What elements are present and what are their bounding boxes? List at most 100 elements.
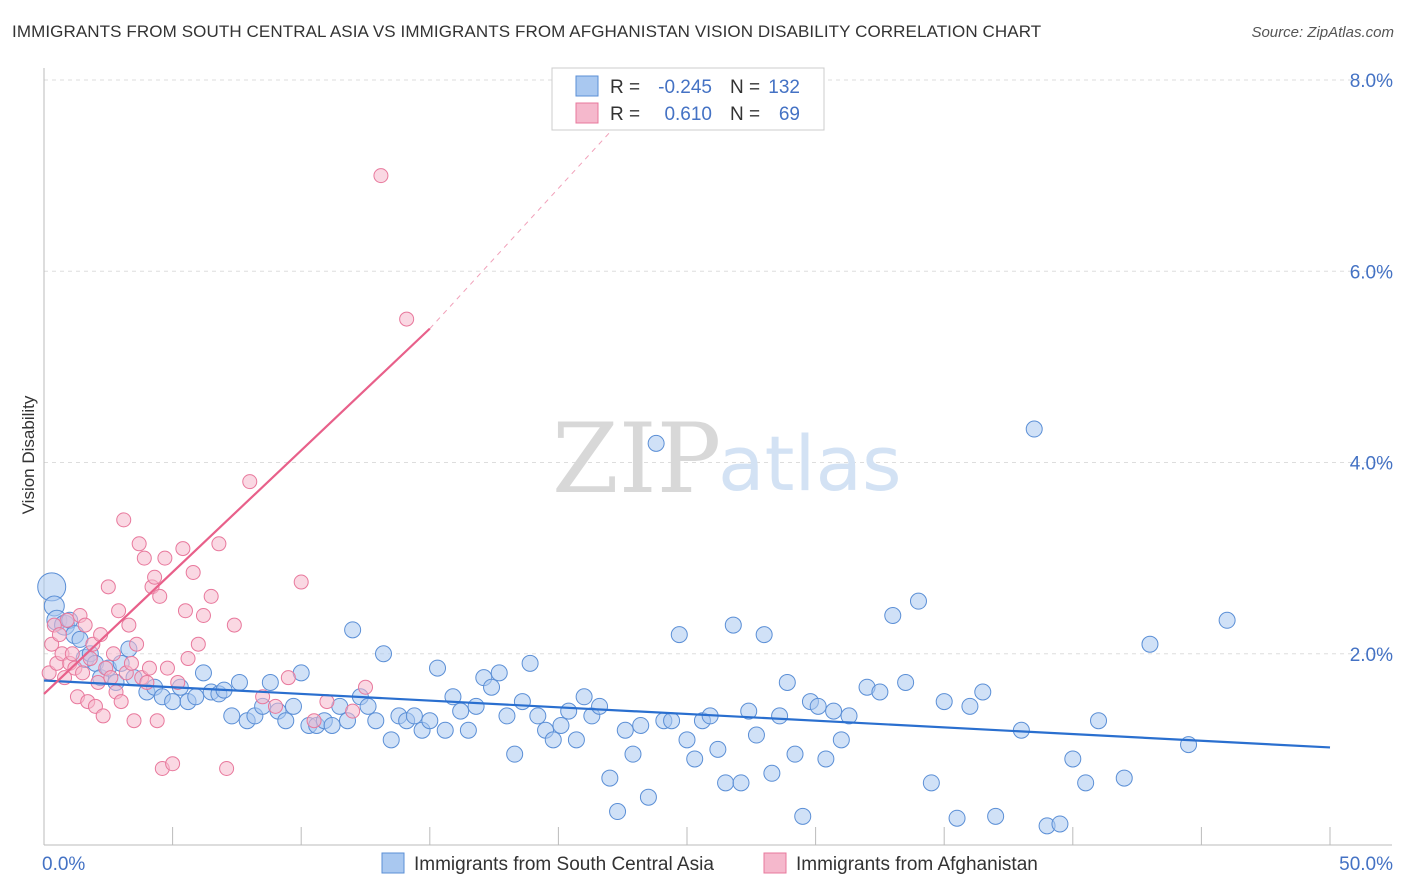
- series-legend: Immigrants from South Central Asia Immig…: [381, 852, 1038, 875]
- point-pink-43: [152, 588, 168, 604]
- point-pink-45: [157, 550, 173, 566]
- point-blue-80: [632, 716, 650, 734]
- point-pink-55: [203, 588, 219, 604]
- point-blue-40: [323, 716, 341, 734]
- trend-line-blue: [43, 679, 1331, 749]
- series-legend-swatch-pink: [763, 852, 787, 874]
- point-blue-91: [717, 774, 735, 792]
- y-tick-label-3: 8.0%: [1350, 71, 1393, 92]
- point-blue-87: [686, 750, 704, 768]
- point-blue-76: [601, 769, 619, 787]
- legend-r-label-2: R =: [610, 104, 640, 125]
- point-blue-62: [490, 664, 508, 682]
- point-blue-126: [1115, 769, 1133, 787]
- point-blue-85: [670, 626, 688, 644]
- point-pink-50: [177, 603, 193, 619]
- point-blue-57: [452, 702, 470, 720]
- legend-r-value-2: 0.610: [664, 104, 712, 125]
- point-blue-104: [817, 750, 835, 768]
- legend-swatch-pink: [575, 102, 599, 124]
- point-blue-69: [544, 731, 562, 749]
- legend-n-label-2: N =: [730, 104, 760, 125]
- point-blue-75: [591, 697, 609, 715]
- point-pink-57: [219, 761, 235, 776]
- point-pink-48: [170, 674, 186, 690]
- point-blue-97: [763, 764, 781, 782]
- point-pink-49: [175, 541, 191, 557]
- watermark: ZIP atlas: [552, 403, 902, 515]
- legend-r-label-1: R =: [610, 77, 640, 98]
- point-blue-106: [832, 731, 850, 749]
- point-blue-123: [1064, 750, 1082, 768]
- point-pink-39: [141, 660, 157, 676]
- point-blue-105: [825, 702, 843, 720]
- legend-r-value-1: -0.245: [658, 77, 712, 98]
- point-pink-53: [190, 636, 206, 652]
- point-pink-67: [358, 679, 373, 695]
- point-blue-27: [223, 707, 241, 725]
- point-blue-54: [429, 659, 447, 677]
- point-pink-54: [195, 608, 211, 623]
- point-blue-82: [647, 434, 665, 452]
- point-pink-41: [147, 569, 163, 585]
- point-pink-27: [111, 603, 127, 619]
- point-blue-72: [567, 731, 585, 749]
- point-pink-7: [59, 612, 75, 628]
- point-pink-9: [64, 646, 80, 662]
- point-blue-114: [935, 693, 953, 711]
- point-blue-19: [164, 693, 182, 711]
- point-blue-122: [1051, 815, 1069, 833]
- point-blue-110: [884, 607, 902, 624]
- point-pink-38: [139, 674, 155, 690]
- point-pink-60: [255, 689, 271, 705]
- watermark-atlas: atlas: [718, 419, 902, 508]
- point-pink-29: [116, 512, 132, 528]
- point-blue-125: [1090, 712, 1108, 730]
- point-blue-66: [521, 654, 539, 672]
- point-pink-69: [399, 311, 415, 327]
- point-blue-71: [560, 702, 578, 720]
- point-pink-21: [95, 708, 111, 724]
- point-blue-53: [421, 712, 439, 730]
- x-tick-label-1: 50.0%: [1339, 854, 1393, 875]
- point-pink-66: [345, 703, 361, 719]
- point-blue-84: [663, 712, 681, 730]
- point-pink-24: [103, 670, 119, 686]
- point-blue-32: [261, 673, 279, 691]
- trend-line-pink: [43, 327, 431, 695]
- point-blue-58: [459, 721, 477, 739]
- point-blue-65: [513, 693, 531, 711]
- point-pink-47: [165, 756, 181, 772]
- point-pink-59: [242, 474, 258, 490]
- point-pink-4: [51, 627, 67, 643]
- point-blue-78: [616, 721, 634, 739]
- point-blue-77: [609, 803, 627, 821]
- point-blue-103: [809, 697, 827, 715]
- point-blue-67: [529, 707, 547, 725]
- point-pink-25: [105, 646, 121, 662]
- point-blue-124: [1077, 774, 1095, 792]
- point-blue-118: [987, 807, 1005, 825]
- y-tick-label-1: 4.0%: [1350, 454, 1393, 475]
- point-pink-37: [136, 550, 152, 566]
- point-pink-61: [267, 698, 283, 714]
- point-pink-34: [129, 636, 145, 652]
- legend-n-value-1: 132: [768, 77, 800, 98]
- axes: [43, 68, 1392, 846]
- point-pink-35: [131, 536, 147, 552]
- point-blue-63: [498, 707, 516, 725]
- legend-n-label-1: N =: [730, 77, 760, 98]
- point-pink-14: [77, 617, 93, 633]
- point-pink-51: [180, 651, 196, 667]
- x-tick-labels: 0.0% 50.0%: [42, 854, 1393, 875]
- point-blue-34: [277, 712, 295, 730]
- series-afghanistan: [41, 168, 415, 776]
- point-pink-32: [123, 655, 139, 671]
- point-blue-35: [284, 697, 302, 715]
- trend-extension-pink: [429, 117, 624, 329]
- point-blue-79: [624, 745, 642, 763]
- point-blue-116: [961, 697, 979, 715]
- point-pink-33: [126, 713, 142, 729]
- y-tick-label-0: 2.0%: [1350, 645, 1393, 666]
